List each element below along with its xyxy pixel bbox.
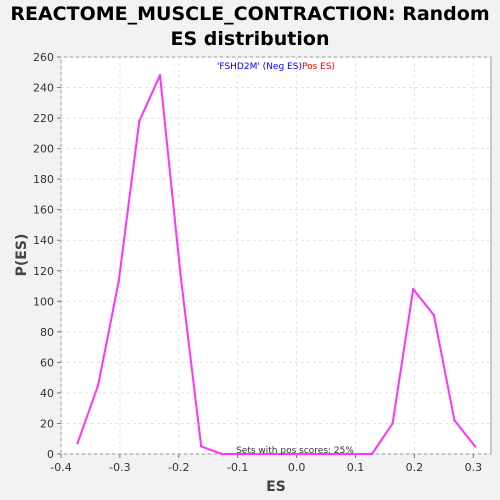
plot-area	[60, 56, 492, 455]
y-tick-label: 260	[33, 51, 54, 64]
pos-scores-annotation: Sets with pos scores: 25%	[236, 446, 354, 456]
x-tick-label: 0.3	[465, 461, 483, 474]
data-point	[282, 452, 285, 456]
y-tick-label: 120	[33, 265, 54, 278]
grid-lines	[60, 56, 491, 455]
chart-title: REACTOME_MUSCLE_CONTRACTION: Random ES d…	[0, 2, 500, 52]
data-point	[241, 452, 244, 456]
x-tick-label: -0.1	[227, 461, 248, 474]
x-axis-ticks: -0.4 -0.3 -0.2 -0.1 0.0 0.1 0.2 0.3	[50, 454, 482, 474]
chart-legend: 'FSHD2M' (Neg ES)Pos ES)	[217, 62, 335, 72]
y-tick-label: 140	[33, 234, 54, 247]
y-tick-label: 220	[33, 112, 54, 125]
y-axis-title: P(ES)	[14, 234, 30, 277]
data-point	[158, 74, 162, 77]
series-layer	[76, 74, 477, 456]
data-point	[117, 280, 120, 283]
chart-title-line1: REACTOME_MUSCLE_CONTRACTION: Random	[10, 3, 490, 25]
data-point	[473, 445, 477, 448]
y-tick-label: 0	[47, 448, 54, 461]
x-tick-label: 0.2	[406, 461, 424, 474]
x-axis-title: ES	[266, 479, 286, 495]
data-point	[453, 419, 456, 422]
data-point	[344, 452, 347, 456]
data-point	[432, 313, 436, 317]
data-point	[199, 445, 203, 448]
chart-title-line2: ES distribution	[170, 28, 330, 50]
y-tick-label: 20	[40, 417, 54, 430]
y-tick-label: 80	[40, 326, 54, 339]
data-point	[220, 452, 224, 456]
legend-suffix: )	[332, 62, 336, 72]
y-tick-label: 160	[33, 204, 54, 217]
data-point	[179, 274, 182, 277]
x-tick-label: -0.3	[109, 461, 130, 474]
data-point	[261, 452, 265, 456]
y-tick-label: 240	[33, 82, 54, 95]
y-tick-label: 60	[40, 356, 54, 369]
data-point	[76, 442, 79, 445]
data-point	[96, 384, 100, 387]
legend-separator: )	[298, 62, 302, 72]
x-tick-label: -0.2	[168, 461, 189, 474]
x-tick-label: 0.1	[347, 461, 365, 474]
legend-neg-es: Neg ES	[266, 62, 299, 72]
data-point	[138, 119, 141, 123]
data-point	[412, 287, 415, 291]
y-axis-ticks: 0 20 40 60 80 100 120 140 160 180 200 220 240 260	[33, 51, 61, 461]
y-tick-label: 180	[33, 173, 54, 186]
x-tick-label: 0.0	[288, 461, 306, 474]
data-point	[370, 452, 374, 456]
data-point	[303, 452, 306, 456]
legend-prefix: 'FSHD2M' (	[217, 62, 266, 72]
distribution-line	[76, 74, 476, 455]
y-tick-label: 200	[33, 143, 54, 156]
x-tick-label: -0.4	[50, 461, 71, 474]
legend-pos-es: Pos ES	[302, 62, 332, 72]
data-point	[323, 452, 327, 456]
y-tick-label: 40	[40, 387, 54, 400]
data-point	[391, 422, 394, 425]
y-tick-label: 100	[33, 295, 54, 308]
